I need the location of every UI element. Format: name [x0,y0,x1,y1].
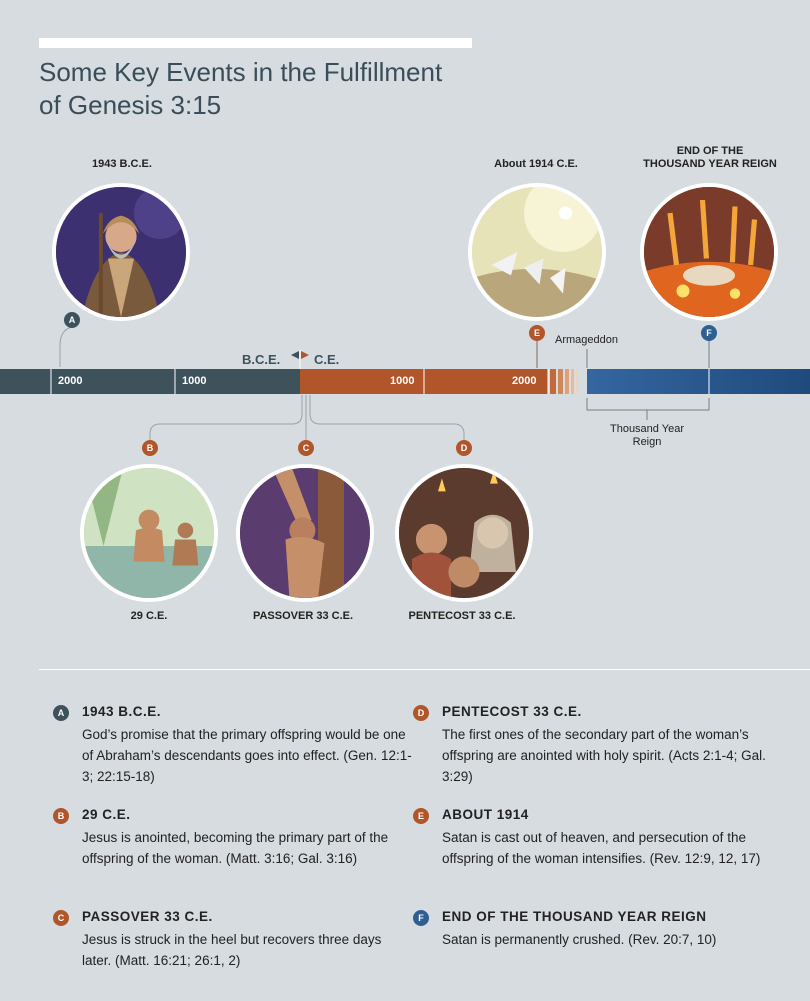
caption-f-line-1: END OF THE [676,145,744,157]
caption-f-line-2: THOUSAND YEAR REIGN [643,158,777,170]
era-bce-label: B.C.E. [242,352,281,367]
badge-e: E [529,325,545,341]
caption-e: About 1914 C.E. [494,158,578,170]
legend-badge-d: D [413,705,429,721]
caption-b: 29 C.E. [130,610,168,622]
page-title: Some Key Events in the Fulfillment of Ge… [39,56,559,122]
legend-heading-e: ABOUT 1914 [442,807,529,822]
legend-text-b: Jesus is anointed, becoming the primary … [82,830,389,866]
legend-text-e: Satan is cast out of heaven, and persecu… [442,830,761,866]
legend-heading-a: 1943 B.C.E. [82,704,162,719]
satan-cast-out-illustration [468,183,606,321]
legend-item-f: F END OF THE THOUSAND YEAR REIGN Satan i… [413,909,772,950]
timeline-bar-future [587,369,810,394]
legend-text-a: God’s promise that the primary offspring… [82,727,412,784]
timeline-fade-4 [571,369,574,394]
badge-c: C [298,440,314,456]
era-ce-label: C.E. [314,352,340,367]
disciples-holy-spirit-illustration [395,464,533,602]
legend-badge-e: E [413,808,429,824]
arrow-left-icon [291,351,299,359]
badge-d: D [456,440,472,456]
arrow-right-icon [301,351,309,359]
timeline-bar-bce [0,369,300,394]
jesus-baptism-illustration [80,464,218,602]
legend-text-f: Satan is permanently crushed. (Rev. 20:7… [442,932,717,947]
connector-bcd [149,395,465,440]
legend-badge-f: F [413,910,429,926]
legend-badge-c: C [53,910,69,926]
badge-b: B [142,440,158,456]
section-divider [39,669,810,670]
legend-heading-c: PASSOVER 33 C.E. [82,909,213,924]
legend-item-b: B 29 C.E. Jesus is anointed, becoming th… [53,807,412,869]
caption-a: 1943 B.C.E. [92,158,152,170]
page-title-line-2: of Genesis 3:15 [39,90,222,120]
tick-label: 1000 [182,375,207,387]
legend-item-c: C PASSOVER 33 C.E. Jesus is struck in th… [53,909,412,971]
tick-label: 1000 [390,375,415,387]
satan-crushed-illustration [640,183,778,321]
legend-heading-f: END OF THE THOUSAND YEAR REIGN [442,909,707,924]
tick-label: 2000 [512,375,537,387]
page-title-line-1: Some Key Events in the Fulfillment [39,57,443,87]
legend-item-e: E ABOUT 1914 Satan is cast out of heaven… [413,807,772,869]
legend-badge-b: B [53,808,69,824]
timeline-fade-2 [558,369,563,394]
title-rule [39,38,472,48]
caption-c: PASSOVER 33 C.E. [252,610,354,622]
legend-text-c: Jesus is struck in the heel but recovers… [82,932,382,968]
tick-label: 2000 [58,375,83,387]
thousand-year-reign-label: Thousand Year Reign [609,423,684,448]
legend-text-d: The first ones of the secondary part of … [442,727,766,784]
connector-a [59,326,73,367]
abraham-illustration [52,183,190,321]
legend-badge-a: A [53,705,69,721]
jesus-on-stake-illustration [236,464,374,602]
legend-item-a: A 1943 B.C.E. God’s promise that the pri… [53,704,412,787]
timeline-fade-3 [565,369,569,394]
badge-a: A [64,312,80,328]
legend-item-d: D PENTECOST 33 C.E. The first ones of th… [413,704,772,787]
timeline-fade-1 [550,369,556,394]
legend-heading-d: PENTECOST 33 C.E. [442,704,582,719]
badge-f: F [701,325,717,341]
timeline-fade-5 [576,369,578,394]
thousand-year-bracket [586,398,710,420]
caption-f: END OF THE THOUSAND YEAR REIGN [630,145,790,171]
caption-d: PENTECOST 33 C.E. [408,610,516,622]
legend-heading-b: 29 C.E. [82,807,131,822]
timeline-diagram [0,326,810,440]
armageddon-label: Armageddon [555,334,618,346]
